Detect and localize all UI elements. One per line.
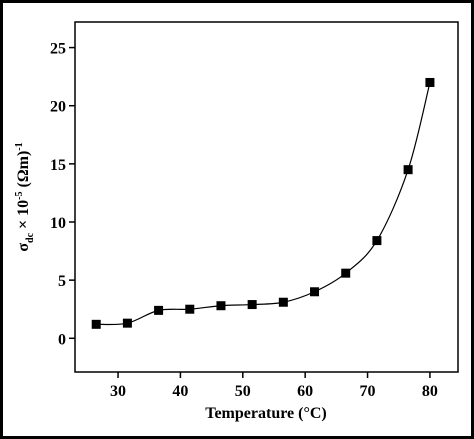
y-label-part: -5 — [14, 191, 25, 199]
y-tick-label: 25 — [50, 41, 66, 58]
y-tick-label: 20 — [50, 99, 66, 116]
data-point — [185, 304, 195, 314]
data-point — [341, 268, 351, 278]
y-tick-label: 0 — [58, 331, 66, 348]
data-point — [91, 319, 101, 329]
data-point — [278, 297, 288, 307]
data-point — [247, 300, 257, 310]
y-label-part: × 10 — [15, 200, 32, 233]
data-point — [403, 165, 413, 175]
data-point — [154, 305, 164, 315]
x-tick-label: 70 — [360, 383, 376, 400]
x-axis-label: Temperature (°C) — [205, 405, 326, 422]
data-point — [216, 301, 226, 311]
y-label-part: dc — [25, 232, 36, 243]
plot-frame — [74, 21, 459, 373]
data-point — [122, 318, 132, 328]
y-tick-label: 10 — [50, 215, 66, 232]
x-tick-label: 80 — [422, 383, 438, 400]
x-tick-label: 30 — [110, 383, 126, 400]
data-point — [425, 77, 435, 87]
y-tick-label: 5 — [58, 273, 66, 290]
data-line — [96, 82, 431, 326]
x-tick-label: 40 — [172, 383, 188, 400]
y-label-part: (Ωm) — [15, 151, 32, 192]
y-label-part: -1 — [14, 142, 25, 150]
y-axis-label: σdc × 10-5 (Ωm)-1 — [14, 142, 36, 251]
data-point — [372, 236, 382, 246]
x-tick-label: 50 — [235, 383, 251, 400]
y-tick-label: 15 — [50, 157, 66, 174]
x-tick-label: 60 — [297, 383, 313, 400]
y-label-part: σ — [15, 243, 32, 252]
data-point — [310, 287, 320, 297]
